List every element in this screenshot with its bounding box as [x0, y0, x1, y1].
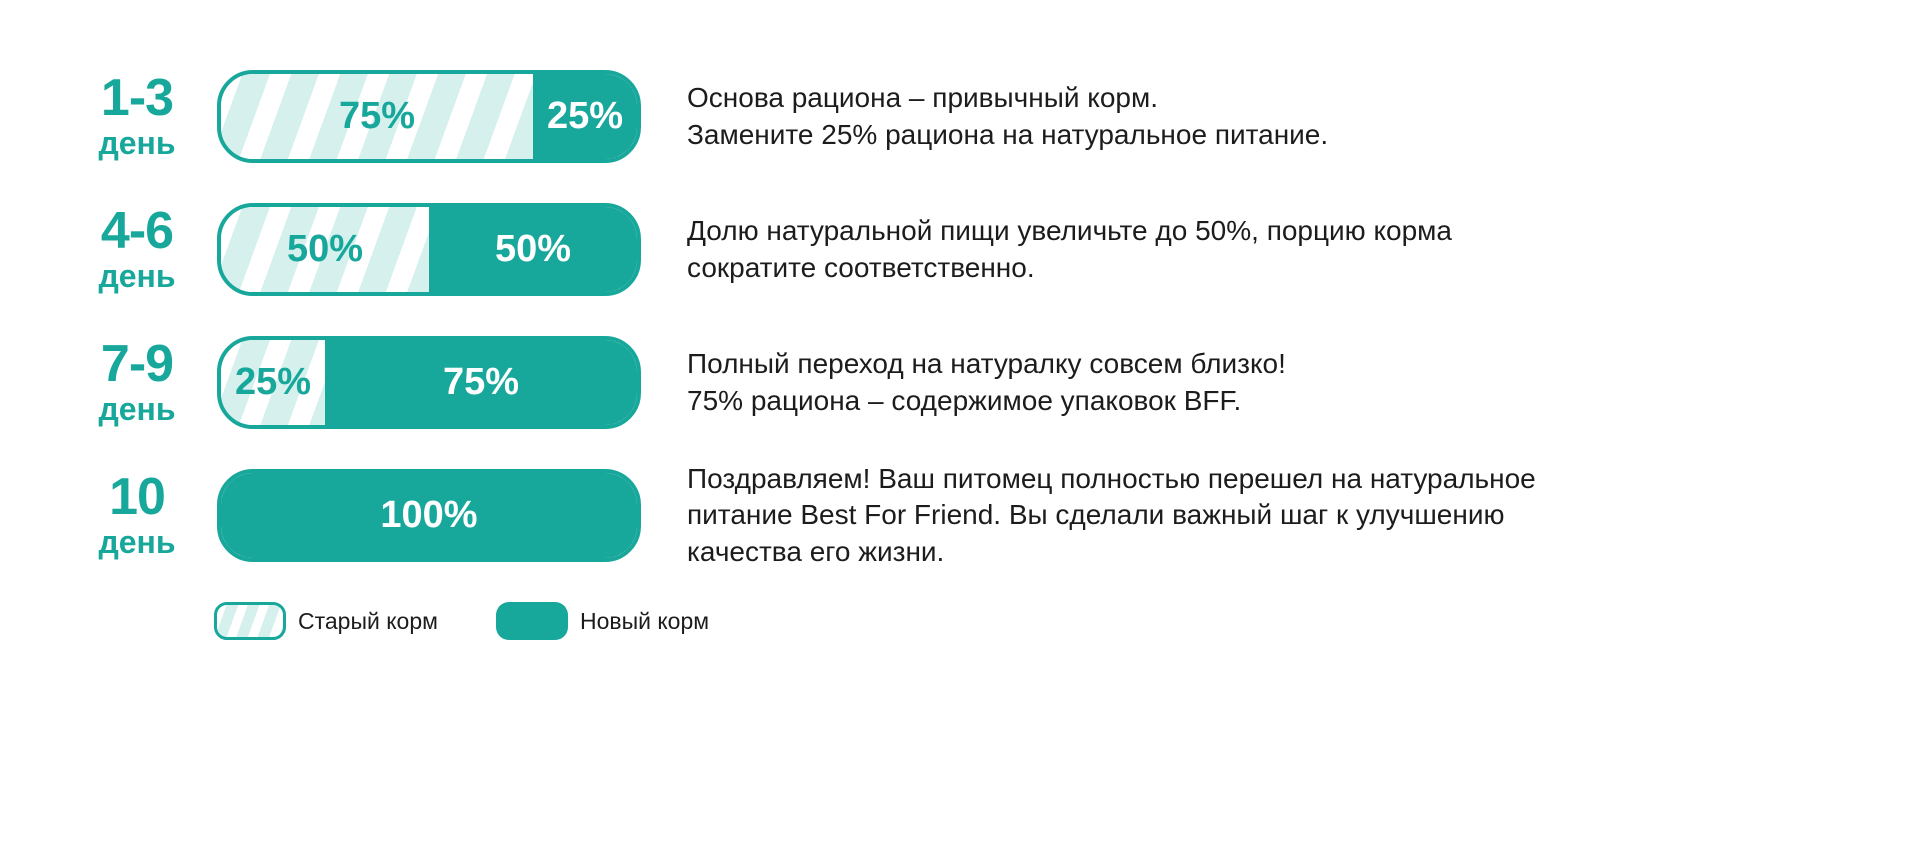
- old-food-percent: 75%: [338, 95, 416, 137]
- day-range: 4-6: [100, 202, 174, 261]
- day-label-4: 10 день: [62, 468, 212, 560]
- new-food-percent: 100%: [380, 494, 478, 536]
- new-food-segment: 25%: [533, 74, 637, 159]
- new-food-percent: 75%: [442, 361, 520, 403]
- old-food-segment: 50%: [221, 207, 429, 292]
- day-range: 10: [109, 468, 166, 527]
- day-word: день: [98, 390, 176, 427]
- legend-label-old-food: Старый корм: [298, 607, 438, 634]
- ration-bar-2: 50% 50%: [217, 203, 641, 296]
- row-description: Поздравляем! Ваш питомец полностью переш…: [687, 462, 1536, 567]
- row-description: Долю натуральной пищи увеличьте до 50%, …: [687, 215, 1452, 283]
- ration-bar-1: 75% 25%: [217, 70, 641, 163]
- legend: Старый корм Новый корм: [214, 602, 1920, 640]
- row-description: Основа рациона – привычный корм. Заменит…: [687, 82, 1329, 150]
- new-food-percent: 50%: [494, 228, 572, 270]
- old-food-percent: 50%: [286, 228, 364, 270]
- day-range: 7-9: [100, 335, 174, 394]
- day-label-1: 1-3 день: [62, 69, 212, 161]
- old-food-segment: 75%: [221, 74, 533, 159]
- row-description: Полный переход на натуралку совсем близк…: [687, 348, 1286, 416]
- transition-row-2: 4-6 день 50% 50% Долю натуральной пищи у…: [62, 203, 1920, 296]
- transition-row-1: 1-3 день 75% 25% Основа рациона – привыч…: [62, 70, 1920, 163]
- transition-row-3: 7-9 день 25% 75% Полный переход на натур…: [62, 336, 1920, 429]
- legend-label-new-food: Новый корм: [579, 607, 710, 634]
- old-food-swatch: [214, 602, 286, 640]
- legend-item-new-food: Новый корм: [495, 602, 710, 640]
- ration-bar-4: 100%: [217, 469, 641, 562]
- new-food-segment: 100%: [221, 473, 637, 558]
- new-food-segment: 75%: [325, 340, 637, 425]
- day-word: день: [98, 257, 176, 294]
- day-label-2: 4-6 день: [62, 202, 212, 294]
- old-food-percent: 25%: [234, 361, 312, 403]
- transition-row-4: 10 день 100% Поздравляем! Ваш питомец по…: [62, 463, 1920, 567]
- old-food-segment: 25%: [221, 340, 325, 425]
- day-word: день: [98, 124, 176, 161]
- day-word: день: [98, 523, 176, 560]
- legend-item-old-food: Старый корм: [214, 602, 438, 640]
- new-food-percent: 25%: [546, 95, 624, 137]
- new-food-segment: 50%: [429, 207, 637, 292]
- day-label-3: 7-9 день: [62, 335, 212, 427]
- day-range: 1-3: [100, 69, 174, 128]
- new-food-swatch: [495, 602, 568, 640]
- ration-bar-3: 25% 75%: [217, 336, 641, 429]
